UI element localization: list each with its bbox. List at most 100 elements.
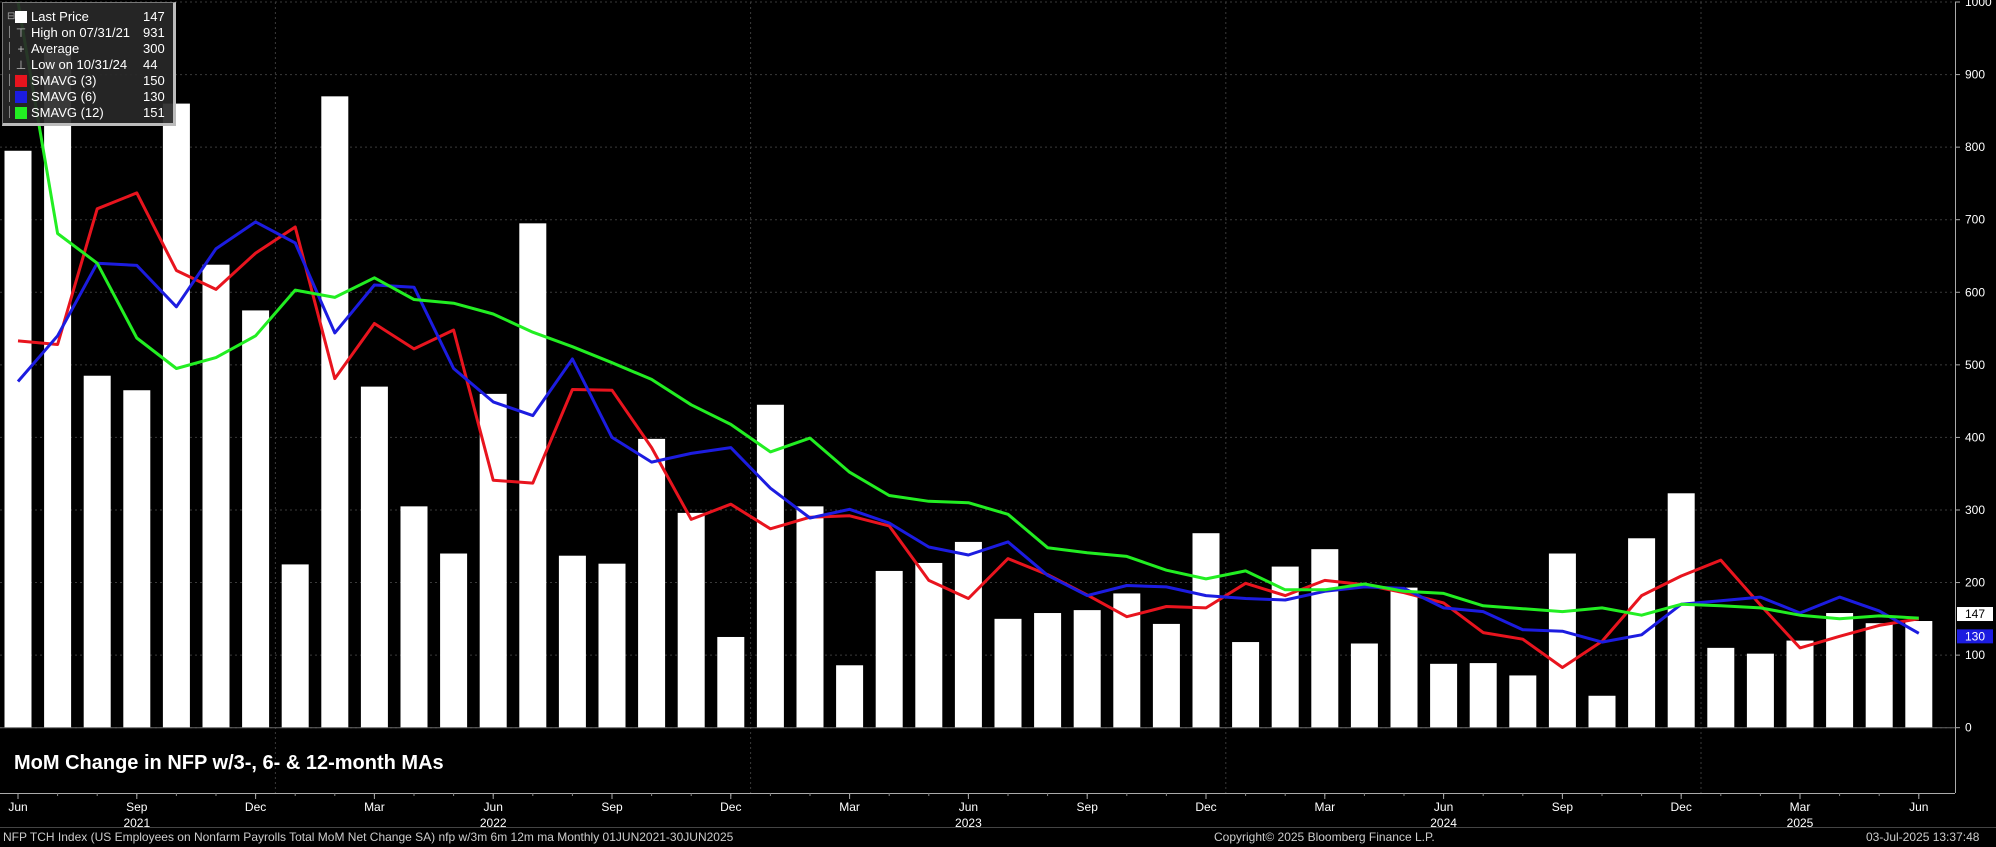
bar: [4, 150, 32, 728]
bar: [1469, 663, 1497, 728]
x-tick-label: Jun: [8, 800, 27, 814]
bar: [202, 264, 230, 728]
x-tick-label: Mar: [364, 800, 385, 814]
x-tick-label: Jun: [484, 800, 503, 814]
legend-label: Last Price: [31, 9, 89, 24]
bar: [638, 438, 666, 728]
bar: [558, 555, 586, 728]
legend-value: 150: [143, 73, 165, 88]
last-value-tag: [1957, 607, 1993, 622]
legend: ⊟ Last Price 147 │ ⊤ High on 07/31/21 931 │ + Ave…: [2, 2, 176, 126]
legend-value: 931: [143, 25, 165, 40]
bar: [954, 541, 982, 728]
legend-swatch: [15, 107, 27, 119]
low-marker-icon: ⊥: [15, 58, 27, 72]
x-tick-label: Mar: [1790, 800, 1811, 814]
bar: [1192, 533, 1220, 728]
x-tick-label: Jun: [1434, 800, 1453, 814]
legend-label: Average: [31, 41, 80, 56]
bar: [1430, 663, 1458, 728]
bar: [875, 570, 903, 728]
x-tick-label: Sep: [1552, 800, 1574, 814]
bar: [677, 512, 705, 728]
legend-value: 44: [143, 57, 158, 72]
bar: [1905, 621, 1933, 728]
year-label: 2022: [480, 816, 507, 830]
x-tick-label: Sep: [1077, 800, 1099, 814]
x-tick-label: Dec: [720, 800, 741, 814]
bar: [83, 375, 111, 728]
bar: [1034, 613, 1062, 728]
bar: [915, 562, 943, 728]
year-label: 2021: [123, 816, 150, 830]
x-tick-label: Dec: [1671, 800, 1692, 814]
bar: [1588, 695, 1616, 728]
bar: [1865, 623, 1893, 728]
bar: [1311, 549, 1339, 728]
y-tick-label: 500: [1965, 358, 1985, 372]
bar: [281, 564, 309, 728]
bar: [1707, 647, 1735, 728]
x-tick-label: Jun: [959, 800, 978, 814]
legend-tree-icon: │: [7, 27, 14, 38]
bar: [44, 52, 72, 728]
legend-tree-icon: │: [7, 91, 14, 102]
chart-title: MoM Change in NFP w/3-, 6- & 12-month MA…: [14, 752, 444, 774]
legend-value: 130: [143, 89, 165, 104]
last-value-label: 130: [1965, 629, 1985, 643]
footer-description: NFP TCH Index (US Employees on Nonfarm P…: [3, 830, 734, 844]
plus-marker-icon: +: [17, 42, 25, 56]
legend-label: SMAVG (3): [31, 73, 97, 88]
x-tick-label: Sep: [601, 800, 623, 814]
legend-value: 151: [143, 105, 165, 120]
legend-swatch: [15, 11, 27, 23]
bar: [598, 563, 626, 728]
legend-item: │ ⊤ High on 07/31/21 931: [7, 25, 173, 41]
y-tick-label: 300: [1965, 503, 1985, 517]
series-line-2: [16, 220, 1920, 644]
bar: [1073, 610, 1101, 728]
bar: [1152, 623, 1180, 728]
x-tick-label: Dec: [1195, 800, 1216, 814]
legend-swatch: [15, 75, 27, 87]
high-marker-icon: ⊤: [15, 26, 27, 40]
bar: [836, 665, 864, 728]
legend-label: High on 07/31/21: [31, 25, 131, 40]
y-tick-label: 1000: [1965, 0, 1992, 9]
bar: [321, 96, 349, 728]
x-tick-label: Mar: [1314, 800, 1335, 814]
bar: [756, 404, 784, 728]
legend-item: │ SMAVG (3) 150: [7, 73, 173, 89]
legend-value: 147: [143, 9, 165, 24]
bar: [1786, 640, 1814, 728]
y-tick-label: 0: [1965, 721, 1972, 735]
bar: [1509, 675, 1537, 728]
legend-tree-icon: ⊟: [7, 11, 16, 22]
y-tick-label: 700: [1965, 213, 1985, 227]
legend-tree-icon: │: [7, 43, 14, 54]
footer-timestamp: 03-Jul-2025 13:37:48: [1866, 830, 1980, 844]
y-tick-label: 400: [1965, 430, 1985, 444]
footer-copyright: Copyright© 2025 Bloomberg Finance L.P.: [1214, 830, 1435, 844]
legend-item: ⊟ Last Price 147: [7, 9, 173, 25]
year-label: 2024: [1430, 816, 1457, 830]
bar: [242, 310, 270, 728]
x-tick-label: Sep: [126, 800, 148, 814]
legend-label: SMAVG (6): [31, 89, 97, 104]
bar: [1826, 613, 1854, 728]
bar: [796, 506, 824, 728]
last-value-label: 147: [1965, 607, 1985, 621]
bar: [1232, 642, 1260, 728]
x-tick-label: Mar: [839, 800, 860, 814]
legend-item: │ SMAVG (6) 130: [7, 89, 173, 105]
x-tick-label: Dec: [245, 800, 266, 814]
year-label: 2025: [1787, 816, 1814, 830]
bar: [400, 506, 428, 728]
bar: [123, 390, 151, 728]
bar: [1350, 643, 1378, 728]
legend-item: │ SMAVG (12) 151: [7, 105, 173, 121]
legend-label: Low on 10/31/24: [31, 57, 128, 72]
y-tick-label: 600: [1965, 285, 1985, 299]
legend-value: 300: [143, 41, 165, 56]
